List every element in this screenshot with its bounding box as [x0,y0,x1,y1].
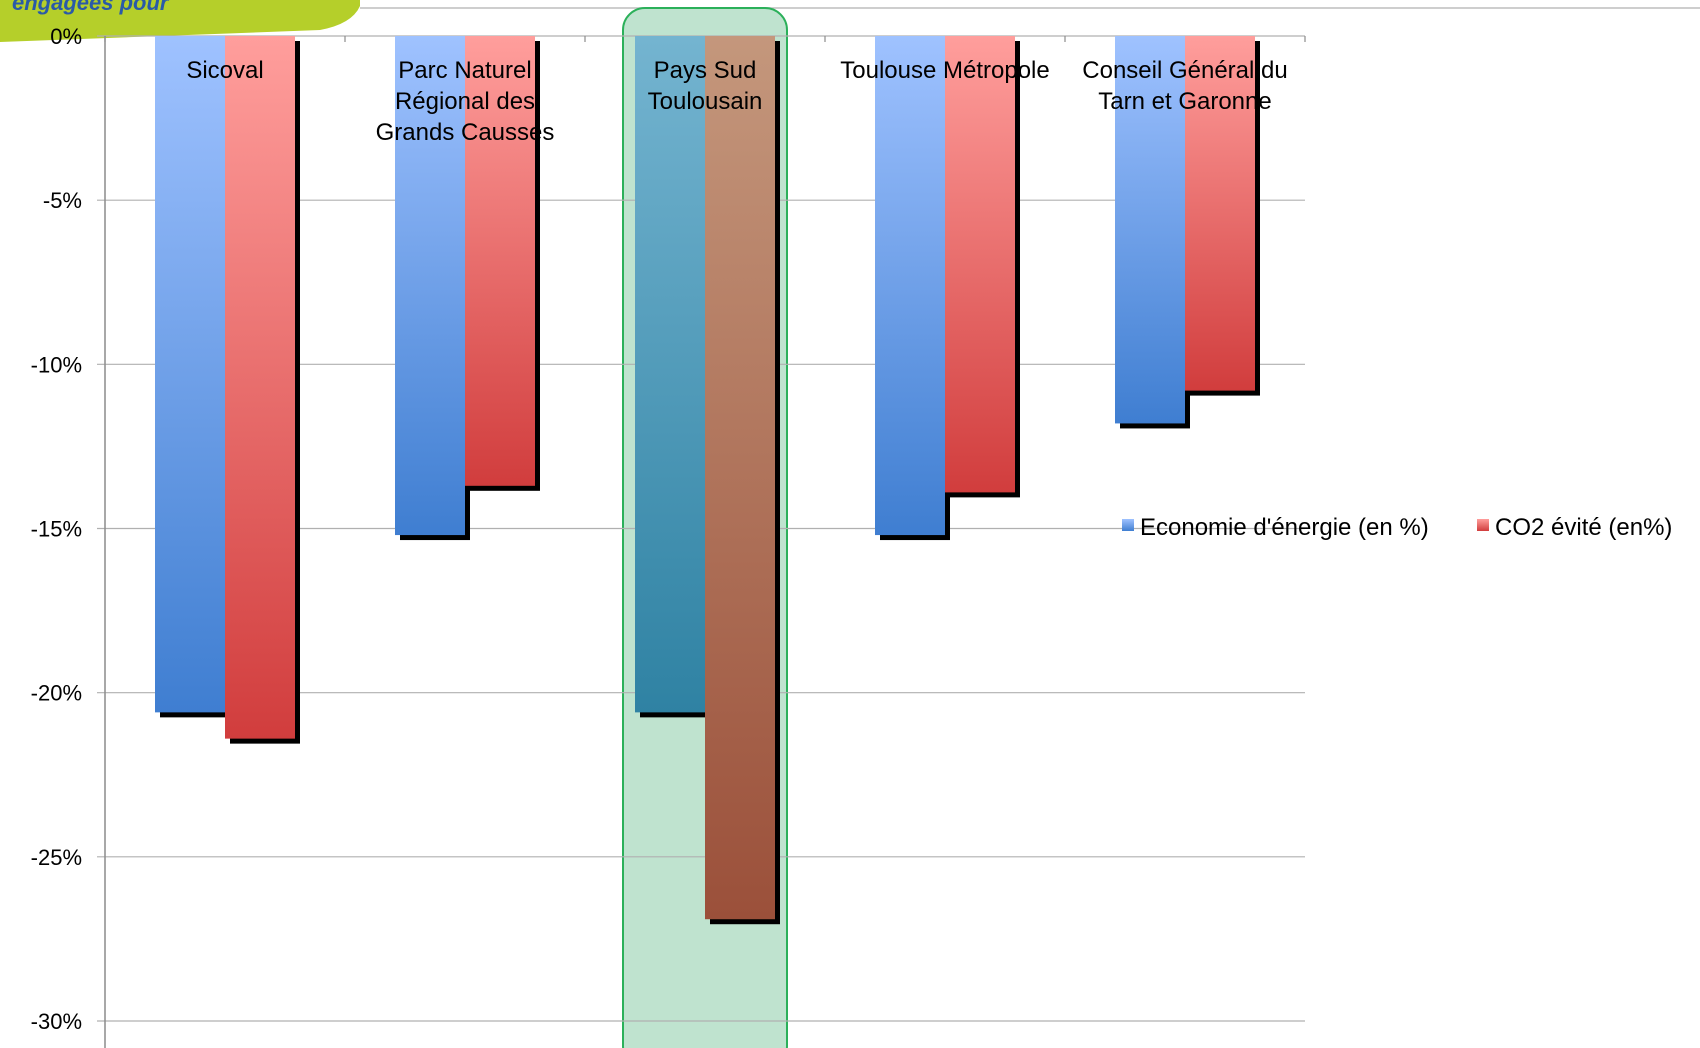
category-label: Sicoval [186,57,263,84]
bar-co2 [945,36,1015,493]
y-tick-label: -10% [31,352,82,377]
y-tick-label: -15% [31,517,82,542]
category-label: Pays Sud [654,57,757,84]
y-axis-ticks: 0% -5% -10% -15% -20% -25% -30% [31,24,82,1034]
category-label: Toulouse Métropole [840,57,1049,84]
category-label: Conseil Général du [1082,57,1287,84]
category-labels: Sicoval Parc Naturel Régional des Grands Ca… [186,57,1287,146]
legend-label: CO2 évité (en%) [1495,514,1672,541]
bar-co2 [225,36,295,739]
legend-swatch [1122,519,1134,531]
y-tick-label: -20% [31,681,82,706]
legend-label: Economie d'énergie (en %) [1140,514,1429,541]
bar-co2 [465,36,535,486]
y-tick-label: -5% [43,188,82,213]
category-label: Toulousain [648,88,763,115]
category-label: Tarn et Garonne [1098,88,1271,115]
y-tick-label: 0% [50,24,82,49]
legend-swatch [1477,519,1489,531]
bar-energy [635,36,705,713]
bars [155,36,1260,925]
bar-co2 [1185,36,1255,391]
legend: Economie d'énergie (en %) CO2 évité (en%) [1122,514,1672,541]
banner-text: engagées pour [12,0,170,15]
bar-energy [155,36,225,713]
category-label: Parc Naturel [398,57,531,84]
bar-co2 [705,36,775,920]
bar-energy [395,36,465,536]
banner-shape [0,0,360,42]
category-label: Régional des [395,88,535,115]
bar-energy [1115,36,1185,424]
category-label: Grands Causses [376,119,555,146]
banner: engagées pour [0,0,360,42]
y-tick-label: -30% [31,1009,82,1034]
bar-energy [875,36,945,536]
y-tick-label: -25% [31,845,82,870]
